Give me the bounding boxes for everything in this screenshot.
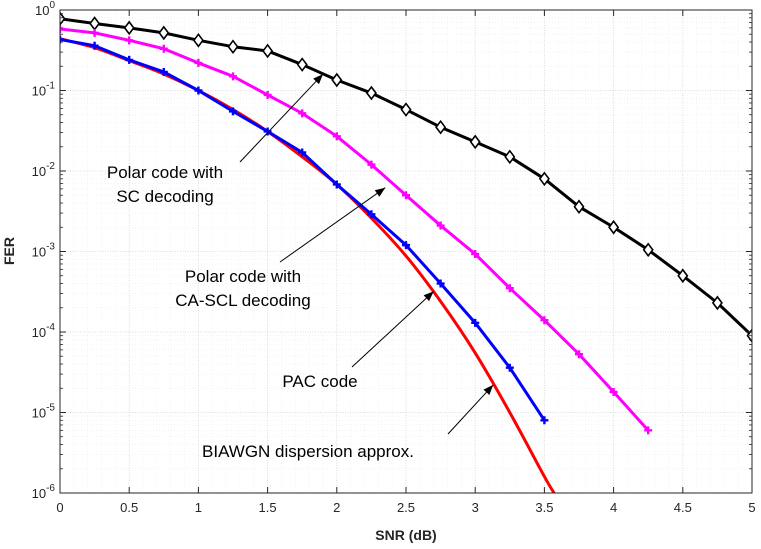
annotation-text: Polar code with SC decoding [107,163,223,206]
annotation-arrow-line [239,73,324,163]
data-point-plus [575,350,583,359]
annotation-arrow-line [447,384,494,435]
data-point-diamond [608,219,620,235]
data-point-plus [298,109,307,118]
data-point-plus [332,180,341,189]
y-tick-label: 10-6 [32,483,56,501]
data-point-diamond [469,134,481,150]
data-point-plus [471,318,480,327]
annotation-arrow-head [483,384,494,396]
data-point-diamond [331,72,343,88]
data-point-plus [540,316,549,325]
data-point-plus [609,387,618,396]
data-point-diamond [573,199,585,215]
annotations: Polar code with SC decoding Polar code wit… [107,73,494,461]
series-polar-code-with-ca-scl-decoding [60,25,653,435]
annotation-arrow-head [313,74,323,85]
data-point-diamond [365,85,377,101]
annotation-text: BIAWGN dispersion approx. [202,442,414,461]
y-tick-label: 10-1 [32,81,56,99]
x-tick-label: 5 [748,500,755,515]
data-point-diamond [123,20,135,36]
data-point-plus [159,67,168,76]
data-point-diamond [192,32,204,48]
x-tick-label: 1.5 [259,500,277,515]
data-point-diamond [262,43,274,59]
data-point-plus [229,107,237,116]
data-point-diamond [227,39,239,55]
data-point-plus [159,44,168,53]
data-point-plus [436,221,445,230]
data-point-plus [436,279,445,288]
data-point-diamond [711,295,723,311]
series-pac-code [60,35,549,425]
annotation-polar-code-with-sc-decoding: Polar code with SC decoding [107,73,324,206]
data-point-plus [505,363,514,372]
annotation-arrow-head [423,291,434,302]
data-point-diamond [296,57,308,72]
data-point-plus [505,284,514,293]
annotation-arrow-line [279,187,386,263]
x-tick-label: 3 [472,500,479,515]
y-tick-label: 100 [35,0,55,18]
data-point-plus [60,35,64,44]
x-tick-label: 0 [56,500,63,515]
data-point-diamond [642,242,654,258]
series-group [60,11,752,493]
y-tick-label: 10-2 [32,161,56,179]
x-tick-label: 2.5 [397,500,415,515]
data-point-plus [125,55,134,64]
data-point-plus [540,416,549,425]
annotation-pac-code: PAC code [282,290,435,391]
data-point-plus [367,160,376,169]
data-point-plus [298,148,307,157]
annotation-text: PAC code [282,372,357,391]
y-tick-label: 10-4 [32,322,56,340]
data-point-plus [229,72,237,81]
series-polar-code-with-sc-decoding [60,11,752,344]
data-point-plus [367,210,376,219]
data-point-plus [194,58,203,67]
annotation-polar-code-with-ca-scl-decoding: Polar code with CA-SCL decoding [175,187,386,310]
x-tick-label: 4.5 [674,500,692,515]
data-point-plus [402,191,410,200]
data-point-diamond [158,25,170,41]
data-point-plus [471,250,480,259]
data-point-plus [194,86,203,95]
data-point-diamond [60,11,66,27]
annotation-arrow-head [374,187,386,197]
data-point-plus [60,25,64,34]
data-point-plus [402,241,410,250]
data-point-diamond [677,268,689,284]
x-tick-label: 1 [195,500,202,515]
data-point-plus [125,36,134,45]
x-tick-label: 2 [333,500,340,515]
data-point-plus [90,41,99,50]
grid [59,9,753,494]
data-point-plus [263,90,272,99]
y-axis-label: FER [1,237,17,265]
annotation-arrow-line [351,290,435,368]
axes-ticks: 0 0.5 1 1.5 2 2.5 3 3.5 4 4.5 5 100 10-1 10-2 10-3 10-4… [32,0,756,515]
data-point-plus [644,426,653,435]
data-point-plus [332,132,341,141]
data-point-diamond [504,149,516,165]
data-point-plus [263,127,272,136]
annotation-text: Polar code with CA-SCL decoding [175,267,310,310]
x-axis-label: SNR (dB) [375,527,436,543]
data-point-diamond [400,102,412,117]
data-point-diamond [435,119,447,135]
x-tick-label: 0.5 [120,500,138,515]
y-tick-label: 10-5 [32,403,56,421]
x-tick-label: 3.5 [535,500,553,515]
x-tick-label: 4 [610,500,617,515]
y-tick-label: 10-3 [32,242,56,260]
data-point-diamond [538,171,550,187]
data-point-plus [90,28,99,37]
series-line-polar-code-with-ca-scl-decoding [60,27,650,432]
annotation-biawgn-dispersion-approx: BIAWGN dispersion approx. [202,384,494,461]
